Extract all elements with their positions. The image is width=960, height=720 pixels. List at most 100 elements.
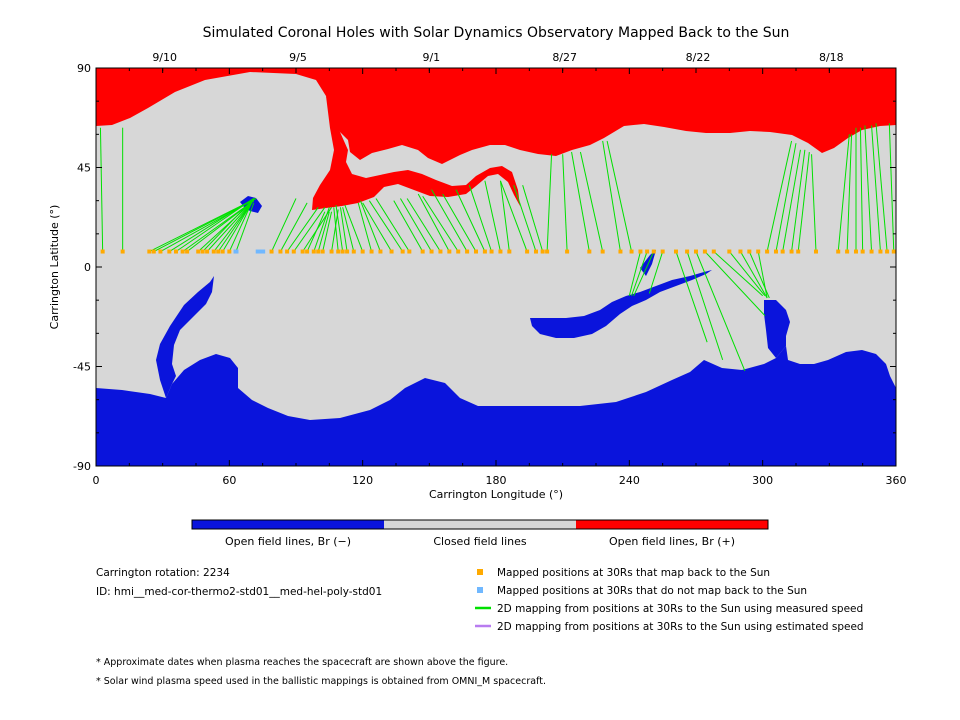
mapped-position-marker [420, 249, 425, 254]
mapping-line [713, 251, 764, 297]
mapping-line [648, 251, 664, 294]
mapping-line [633, 251, 655, 296]
mapped-position-marker [200, 249, 205, 254]
y-tick-label: -45 [73, 361, 91, 374]
mapping-line [704, 251, 766, 316]
mapped-position-marker [429, 249, 434, 254]
mapped-position-marker [711, 249, 716, 254]
mapping-line [202, 200, 252, 252]
mapped-position-marker [525, 249, 530, 254]
mapping-line [286, 207, 319, 252]
mapping-line [811, 154, 817, 252]
mapped-position-marker [507, 249, 512, 254]
mapping-line [846, 134, 853, 252]
top-date-label: 8/22 [686, 51, 711, 64]
mapping-line [757, 251, 768, 299]
y-tick-label: 90 [77, 62, 91, 75]
mapped-position-marker [738, 249, 743, 254]
plot-area [96, 68, 896, 466]
mapped-position-marker [378, 249, 383, 254]
mapping-line [628, 251, 641, 296]
mapped-position-marker [565, 249, 570, 254]
note-speed: * Solar wind plasma speed used in the ba… [96, 676, 546, 687]
mapped-position-marker [100, 249, 105, 254]
mapped-position-marker [407, 249, 412, 254]
mapping-line [331, 209, 339, 252]
x-tick-label: 360 [886, 474, 907, 487]
mapping-line [417, 193, 450, 252]
mapped-position-marker [465, 249, 470, 254]
mapped-position-marker [860, 249, 865, 254]
mapped-position-marker [329, 249, 334, 254]
mapped-position-marker [765, 249, 770, 254]
x-tick-label: 180 [486, 474, 507, 487]
mapping-line [871, 125, 881, 252]
mapped-position-marker [869, 249, 874, 254]
mapped-position-marker [311, 249, 316, 254]
mapping-line [213, 202, 252, 252]
mapping-line [342, 207, 355, 252]
mapped-position-marker [447, 249, 452, 254]
mapped-position-marker [147, 249, 152, 254]
x-axis: 0 60 120 180 240 300 360 [93, 68, 907, 487]
mapping-line [740, 251, 768, 299]
mapping-line [522, 185, 544, 252]
mapped-position-marker [291, 249, 296, 254]
mapped-position-marker [545, 249, 550, 254]
mapping-line [228, 202, 253, 252]
mapped-position-marker [369, 249, 374, 254]
mapped-position-marker [300, 249, 305, 254]
mapping-line [455, 189, 486, 252]
mapped-position-marker [174, 249, 178, 254]
mapped-position-marker [587, 249, 592, 254]
mapping-line [368, 200, 404, 252]
colorbar-segment [384, 520, 576, 529]
x-tick-label: 120 [352, 474, 373, 487]
top-date-label: 8/27 [552, 51, 577, 64]
mapping-line [393, 200, 424, 252]
mapping-line [837, 134, 850, 252]
mapping-line [293, 207, 326, 252]
y-tick-label: 45 [77, 162, 91, 175]
mapped-position-marker [685, 249, 690, 254]
legend-marker [477, 569, 483, 575]
colorbar-label: Open field lines, Br (+) [609, 535, 735, 548]
mapping-line [222, 202, 252, 252]
mapped-position-marker [438, 249, 443, 254]
mapped-position-marker [316, 249, 321, 254]
mapped-position-marker [196, 249, 201, 254]
legend-label: Mapped positions at 30Rs that map back t… [497, 567, 770, 579]
mapping-line [400, 198, 432, 252]
unmapped-position-marker [260, 249, 266, 254]
mapped-position-marker [885, 249, 890, 254]
top-date-label: 8/18 [819, 51, 844, 64]
mapped-position-marker [702, 249, 707, 254]
negative-hole-east [764, 300, 790, 358]
x-tick-label: 0 [93, 474, 100, 487]
mapped-position-marker [645, 249, 650, 254]
mapping-line [206, 202, 252, 252]
mapping-line [513, 185, 537, 252]
mapped-position-marker [498, 249, 503, 254]
chart-title: Simulated Coronal Holes with Solar Dynam… [203, 25, 790, 41]
mapping-line [675, 251, 708, 343]
mapped-position-marker [158, 249, 163, 254]
mapping-line [728, 251, 766, 297]
mapping-line [499, 180, 510, 252]
legend: Mapped positions at 30Rs that map back t… [475, 567, 864, 633]
mapped-position-marker [756, 249, 761, 254]
mapped-position-marker [660, 249, 665, 254]
mapping-line [431, 189, 468, 252]
x-axis-label: Carrington Longitude (°) [429, 488, 563, 501]
mapping-line [186, 200, 255, 252]
legend-label: Mapped positions at 30Rs that do not map… [497, 585, 807, 597]
mapped-position-marker [836, 249, 841, 254]
mapped-position-marker [220, 249, 225, 254]
mapping-line [562, 154, 568, 252]
mapped-position-marker [534, 249, 538, 254]
mapping-line [888, 123, 895, 252]
unmapped-position-marker [233, 249, 239, 254]
mapped-position-marker [351, 249, 356, 254]
unmapped-position-marker [255, 249, 261, 254]
colorbar-segment [192, 520, 384, 529]
